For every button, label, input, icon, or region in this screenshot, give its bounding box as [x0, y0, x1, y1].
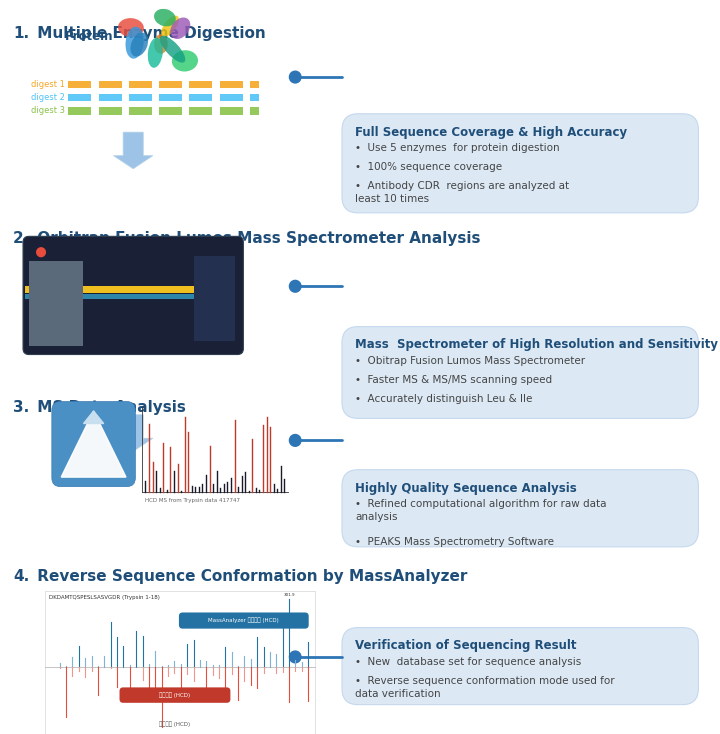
Circle shape — [37, 248, 45, 257]
Text: MS Data Analysis: MS Data Analysis — [32, 400, 186, 415]
Bar — [220, 107, 243, 115]
FancyArrow shape — [114, 268, 153, 305]
Bar — [129, 81, 152, 88]
Text: Orbitrap Fusion Lumos Mass Spectrometer Analysis: Orbitrap Fusion Lumos Mass Spectrometer … — [32, 231, 480, 246]
Text: digest 3: digest 3 — [31, 106, 65, 115]
Bar — [194, 255, 235, 341]
FancyBboxPatch shape — [23, 236, 243, 355]
Text: •  Refined computational algorithm for raw data
analysis: • Refined computational algorithm for ra… — [355, 499, 606, 523]
Text: Mass  Spectrometer of High Resolution and Sensitivity: Mass Spectrometer of High Resolution and… — [355, 338, 718, 352]
Text: 301.9: 301.9 — [283, 592, 295, 597]
Ellipse shape — [160, 36, 185, 62]
FancyArrow shape — [114, 132, 153, 169]
Text: Multiple Enzyme Digestion: Multiple Enzyme Digestion — [32, 26, 266, 40]
Ellipse shape — [154, 9, 176, 26]
Bar — [99, 107, 122, 115]
Text: •  Accurately distinguish Leu & Ile: • Accurately distinguish Leu & Ile — [355, 394, 532, 404]
Text: HCD MS from Trypsin data 417747: HCD MS from Trypsin data 417747 — [145, 498, 240, 503]
Text: Protein: Protein — [65, 30, 113, 43]
Text: 实验谱图 (HCD): 实验谱图 (HCD) — [159, 722, 191, 727]
Circle shape — [289, 435, 301, 446]
Bar — [189, 81, 212, 88]
Text: •  Use 5 enzymes  for protein digestion: • Use 5 enzymes for protein digestion — [355, 143, 559, 153]
Circle shape — [289, 651, 301, 663]
FancyBboxPatch shape — [120, 687, 230, 703]
Bar — [29, 261, 83, 346]
Bar — [220, 94, 243, 101]
Ellipse shape — [148, 37, 163, 68]
Circle shape — [289, 280, 301, 292]
Ellipse shape — [172, 50, 198, 71]
Bar — [129, 107, 152, 115]
Bar — [68, 81, 91, 88]
Text: 实验谱图 (HCD): 实验谱图 (HCD) — [159, 692, 191, 698]
Bar — [189, 94, 212, 101]
Ellipse shape — [170, 18, 190, 39]
Bar — [129, 94, 152, 101]
Circle shape — [289, 71, 301, 83]
FancyBboxPatch shape — [342, 327, 698, 418]
Text: DKDAMTQSPESLSASVGDR (Trypsin 1-18): DKDAMTQSPESLSASVGDR (Trypsin 1-18) — [49, 595, 160, 600]
Ellipse shape — [118, 18, 144, 37]
Text: 3.: 3. — [13, 400, 30, 415]
FancyBboxPatch shape — [342, 114, 698, 213]
Bar — [250, 107, 259, 115]
Text: 2.: 2. — [13, 231, 30, 246]
Bar — [25, 286, 194, 293]
Bar — [220, 81, 243, 88]
Bar — [99, 81, 122, 88]
Text: Verification of Sequencing Result: Verification of Sequencing Result — [355, 639, 577, 653]
FancyBboxPatch shape — [342, 470, 698, 547]
Polygon shape — [61, 411, 126, 477]
Ellipse shape — [130, 32, 148, 57]
Bar — [45, 591, 315, 734]
Ellipse shape — [161, 15, 179, 37]
Text: 1.: 1. — [13, 26, 29, 40]
Bar — [250, 94, 259, 101]
Text: Highly Quality Sequence Analysis: Highly Quality Sequence Analysis — [355, 482, 577, 495]
Bar — [68, 107, 91, 115]
Text: Reverse Sequence Conformation by MassAnalyzer: Reverse Sequence Conformation by MassAna… — [32, 569, 467, 584]
Text: Full Sequence Coverage & High Accuracy: Full Sequence Coverage & High Accuracy — [355, 126, 627, 139]
FancyBboxPatch shape — [179, 612, 309, 628]
Text: MassAnalyzer 理论分配 (HCD): MassAnalyzer 理论分配 (HCD) — [208, 618, 279, 623]
Bar — [159, 81, 182, 88]
Bar — [68, 94, 91, 101]
Bar — [159, 107, 182, 115]
Text: digest 2: digest 2 — [31, 93, 65, 102]
Text: 4.: 4. — [13, 569, 30, 584]
Text: •  Faster MS & MS/MS scanning speed: • Faster MS & MS/MS scanning speed — [355, 375, 552, 385]
Bar — [250, 81, 259, 88]
FancyArrow shape — [114, 415, 153, 451]
FancyBboxPatch shape — [342, 628, 698, 705]
Text: •  New  database set for sequence analysis: • New database set for sequence analysis — [355, 657, 581, 667]
FancyBboxPatch shape — [52, 401, 135, 487]
Text: •  Reverse sequence conformation mode used for
data verification: • Reverse sequence conformation mode use… — [355, 676, 615, 700]
Bar — [159, 94, 182, 101]
Text: •  PEAKS Mass Spectrometry Software: • PEAKS Mass Spectrometry Software — [355, 537, 554, 548]
Text: •  Obitrap Fusion Lumos Mass Spectrometer: • Obitrap Fusion Lumos Mass Spectrometer — [355, 356, 585, 366]
Bar — [99, 94, 122, 101]
Text: digest 1: digest 1 — [31, 80, 65, 89]
Bar — [25, 294, 194, 299]
Ellipse shape — [125, 26, 144, 59]
Text: •  Antibody CDR  regions are analyzed at
least 10 times: • Antibody CDR regions are analyzed at l… — [355, 181, 569, 205]
Bar — [189, 107, 212, 115]
Ellipse shape — [154, 34, 168, 54]
Polygon shape — [84, 411, 104, 424]
Text: •  100% sequence coverage: • 100% sequence coverage — [355, 162, 502, 172]
